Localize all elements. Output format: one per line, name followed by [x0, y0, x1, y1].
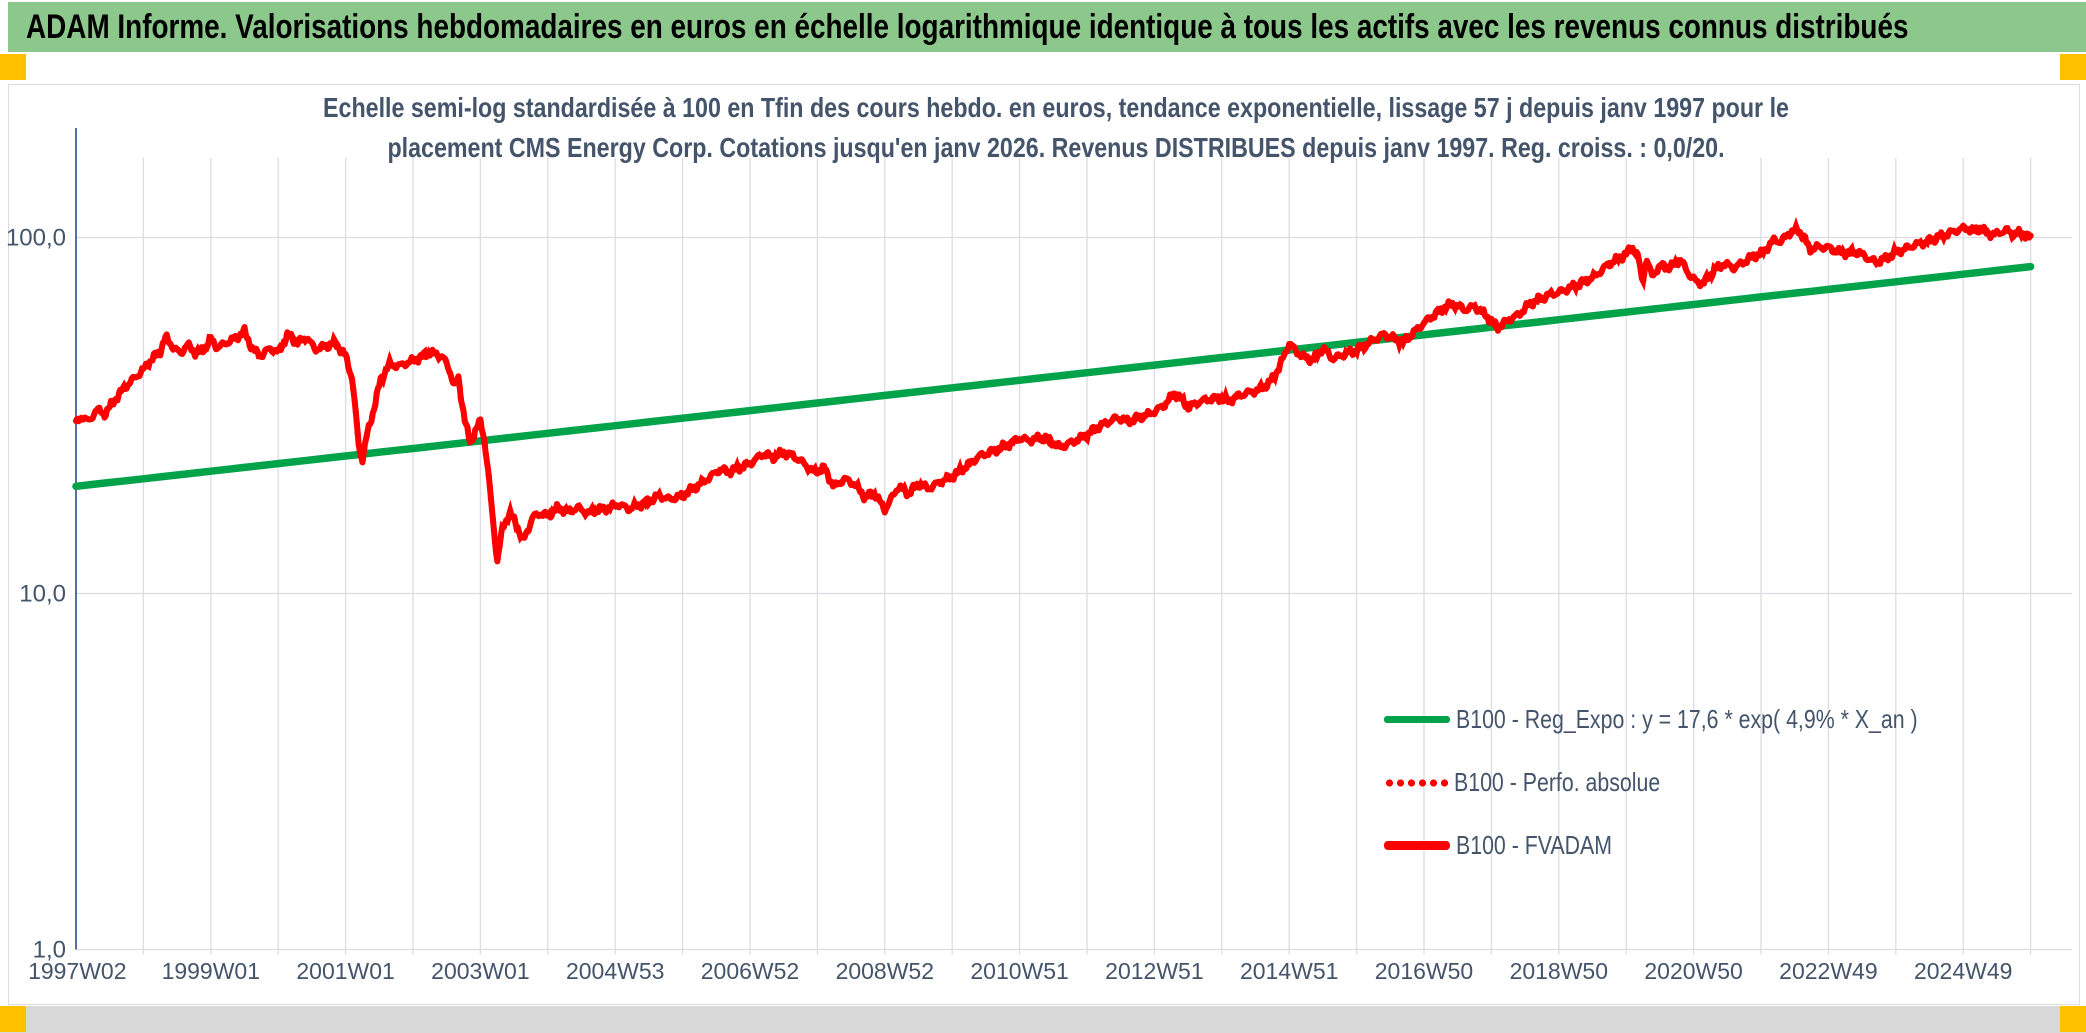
x-tick-label: 1997W02 — [28, 958, 126, 984]
legend-item-fvadam[interactable]: B100 - FVADAM — [1384, 814, 2019, 877]
chart-title-line-2: placement CMS Energy Corp. Cotations jus… — [387, 132, 1725, 163]
x-tick-label: 2010W51 — [970, 958, 1068, 984]
legend-label: B100 - Reg_Expo : y = 17,6 * exp( 4,9% *… — [1456, 704, 1918, 734]
chart-title-line-1: Echelle semi-log standardisée à 100 en T… — [323, 92, 1789, 123]
x-tick-label: 2014W51 — [1240, 958, 1338, 984]
gold-corner-square-bottom-right — [2060, 1006, 2086, 1032]
banner-title: ADAM Informe. Valorisations hebdomadaire… — [26, 8, 1909, 46]
x-tick-label: 2020W50 — [1644, 958, 1742, 984]
footer-strip — [0, 1006, 2086, 1033]
banner: ADAM Informe. Valorisations hebdomadaire… — [8, 2, 2086, 52]
x-tick-label: 2024W49 — [1914, 958, 2012, 984]
x-tick-label: 2006W52 — [701, 958, 799, 984]
green-trend-line-sample — [1384, 716, 1450, 723]
chart-title: Echelle semi-log standardisée à 100 en T… — [76, 88, 2036, 168]
gold-corner-square-top-left — [0, 54, 26, 80]
perfo-absolue-dotted-line — [73, 216, 2034, 562]
x-tick-label: 2022W49 — [1779, 958, 1877, 984]
legend-label: B100 - Perfo. absolue — [1454, 767, 1661, 797]
legend: B100 - Reg_Expo : y = 17,6 * exp( 4,9% *… — [1384, 688, 2019, 877]
red-dotted-line-sample — [1384, 777, 1448, 788]
x-tick-label: 2003W01 — [431, 958, 529, 984]
x-tick-label: 1999W01 — [162, 958, 260, 984]
x-tick-label: 2018W50 — [1510, 958, 1608, 984]
y-tick-label: 100,0 — [6, 225, 66, 252]
legend-item-reg-expo[interactable]: B100 - Reg_Expo : y = 17,6 * exp( 4,9% *… — [1384, 688, 2019, 751]
y-tick-label: 1,0 — [33, 937, 66, 964]
fvadam-line — [73, 222, 2034, 565]
legend-label: B100 - FVADAM — [1456, 830, 1613, 860]
legend-item-perfo-absolue[interactable]: B100 - Perfo. absolue — [1384, 751, 2019, 814]
x-tick-label: 2008W52 — [836, 958, 934, 984]
gold-corner-square-top-right — [2060, 54, 2086, 80]
reg-expo-trend-line — [72, 262, 2035, 491]
y-tick-label: 10,0 — [19, 581, 66, 608]
x-tick-label: 2012W51 — [1105, 958, 1203, 984]
x-tick-label: 2001W01 — [296, 958, 394, 984]
red-solid-line-sample — [1384, 841, 1450, 850]
x-tick-label: 2016W50 — [1375, 958, 1473, 984]
x-tick-label: 2004W53 — [566, 958, 664, 984]
gold-corner-square-bottom-left — [0, 1006, 26, 1032]
